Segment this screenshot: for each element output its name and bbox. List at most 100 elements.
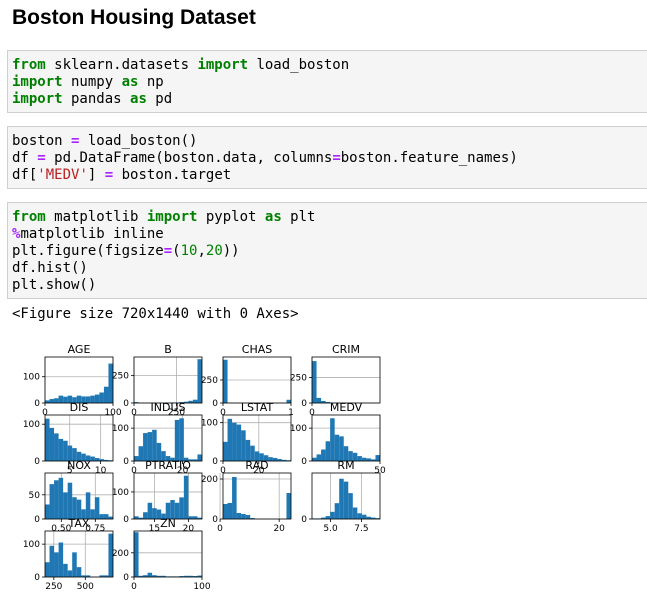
code-token: , — [197, 243, 206, 259]
x-tick-label: 1 — [288, 408, 294, 418]
hist-bar — [134, 402, 139, 403]
hist-bar — [348, 493, 353, 519]
subplot-title: CRIM — [332, 343, 360, 356]
hist-bar — [325, 516, 331, 519]
y-tick-label: 0 — [212, 399, 218, 409]
hist-bar — [165, 502, 171, 519]
hist-bar — [54, 433, 59, 461]
hist-bar — [81, 509, 86, 519]
subplot-title: RM — [337, 459, 354, 472]
code-token-kw: import — [146, 209, 198, 225]
hist-bar — [49, 545, 55, 577]
hist-bar — [321, 400, 326, 403]
y-tick-label: 250 — [201, 376, 218, 386]
hist-bar — [152, 575, 157, 577]
hist-bar — [103, 459, 109, 461]
y-tick-label: 0 — [34, 573, 40, 583]
code-token-op: = — [332, 150, 341, 166]
hist-bar — [188, 459, 193, 461]
code-line: boston = load_boston() — [12, 133, 643, 150]
y-tick-label: 0 — [123, 573, 129, 583]
hist-bar — [147, 502, 153, 519]
hist-bar — [108, 516, 113, 519]
hist-bar — [366, 516, 371, 519]
hist-bar — [343, 481, 349, 519]
hist-bar — [134, 456, 139, 461]
hist-bar — [58, 477, 64, 519]
hist-bar — [325, 401, 331, 403]
hist-bar — [94, 458, 100, 461]
hist-bar — [183, 457, 189, 461]
subplot-title: ZN — [160, 517, 176, 530]
hist-bar — [156, 509, 162, 519]
hist-bar — [85, 575, 91, 577]
subplot-chas: CHAS 0 250 0 1 — [201, 343, 294, 418]
notebook-title: Boston Housing Dataset — [12, 6, 256, 29]
hist-bar — [90, 509, 95, 519]
axes-frame — [133, 472, 203, 520]
x-tick-label: 250 — [45, 582, 62, 592]
x-tick-label: 20 — [183, 524, 195, 534]
hist-bar — [179, 402, 184, 403]
x-tick-label: 0.50 — [51, 524, 71, 534]
axes-frame — [311, 356, 381, 404]
x-tick-label: 20 — [177, 466, 189, 476]
hist-bar — [312, 361, 317, 403]
code-line: import pandas as pd — [12, 91, 643, 108]
subplot-title: TAX — [68, 517, 90, 530]
hist-bar — [223, 359, 228, 403]
hist-bar — [67, 445, 73, 461]
hist-bar — [370, 517, 376, 519]
x-tick-label: 0 — [220, 466, 226, 476]
hist-bar — [63, 396, 68, 403]
x-tick-label: 5 — [67, 466, 73, 476]
y-tick-label: 100 — [23, 540, 40, 550]
y-tick-label: 0 — [212, 457, 218, 467]
code-token-num: 10 — [180, 243, 198, 259]
x-tick-label: 0 — [217, 524, 223, 534]
subplot-crim: CRIM 0 250 0 — [290, 343, 381, 418]
subplot-tax: TAX 0 100 250 500 — [23, 517, 114, 592]
subplot-age: AGE 0 100 0 100 — [23, 343, 122, 418]
hist-bar — [170, 457, 175, 461]
hist-bar — [370, 459, 376, 461]
axes-frame — [222, 472, 292, 520]
code-token-op: = — [163, 243, 173, 259]
hist-bar — [241, 514, 246, 519]
axes-frame — [44, 530, 114, 578]
hist-bar — [352, 452, 358, 461]
hist-bar — [152, 508, 157, 519]
hist-bar — [361, 514, 367, 519]
code-cell-dataframe[interactable]: boston = load_boston() df = pd.DataFrame(… — [7, 126, 647, 189]
hist-bar — [85, 492, 91, 519]
x-tick-label: 0 — [220, 408, 226, 418]
hist-bar — [316, 397, 322, 403]
hist-bar — [152, 429, 157, 461]
hist-bar — [85, 455, 91, 461]
code-token: plt — [281, 209, 316, 225]
code-token: ] — [87, 167, 105, 183]
hist-bar — [250, 445, 255, 461]
hist-bar — [241, 430, 246, 461]
x-tick-label: 100 — [104, 408, 121, 418]
hist-bar — [330, 418, 335, 461]
hist-bar — [72, 497, 77, 519]
x-tick-label: 100 — [193, 582, 210, 592]
hist-bar — [67, 395, 73, 403]
hist-bar — [147, 572, 153, 577]
hist-bar — [334, 503, 340, 519]
y-tick-label: 0 — [301, 399, 307, 409]
code-cell-plot[interactable]: from matplotlib import pyplot as plt %mat… — [7, 202, 647, 299]
hist-bar — [192, 459, 198, 461]
code-line: df = pd.DataFrame(boston.data, columns=b… — [12, 150, 643, 167]
code-token-kw: as — [121, 74, 139, 90]
hist-bar — [103, 575, 109, 577]
hist-bar — [316, 454, 322, 461]
code-cell-imports[interactable]: from sklearn.datasets import load_boston… — [7, 50, 647, 113]
x-tick-label: 15 — [149, 524, 160, 534]
y-tick-label: 100 — [290, 424, 307, 434]
code-token: pd.DataFrame(boston.data, columns — [45, 150, 333, 166]
